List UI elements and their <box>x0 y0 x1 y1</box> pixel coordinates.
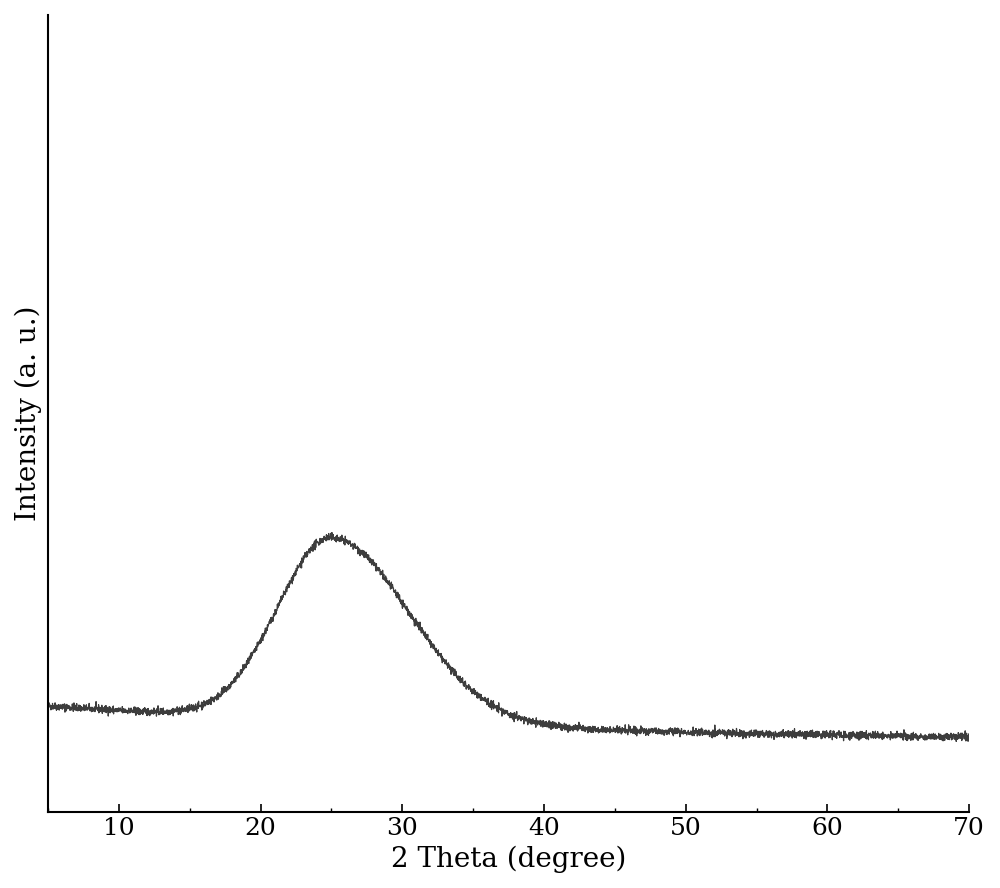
X-axis label: 2 Theta (degree): 2 Theta (degree) <box>391 845 626 873</box>
Y-axis label: Intensity (a. u.): Intensity (a. u.) <box>15 305 42 521</box>
